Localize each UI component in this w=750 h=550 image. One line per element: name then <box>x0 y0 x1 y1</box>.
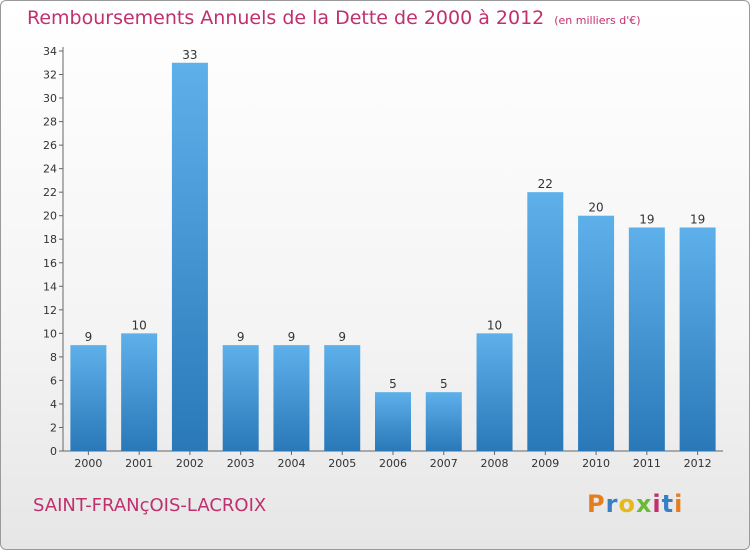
data-label: 5 <box>389 377 397 391</box>
data-label: 22 <box>538 177 553 191</box>
bar <box>273 345 310 451</box>
x-tick-label: 2008 <box>481 457 509 470</box>
y-tick-label: 18 <box>43 233 57 246</box>
data-label: 19 <box>639 212 654 226</box>
bar <box>679 227 716 451</box>
bar <box>527 192 564 452</box>
data-label: 9 <box>85 330 93 344</box>
y-tick-label: 24 <box>43 163 57 176</box>
y-tick-label: 12 <box>43 304 57 317</box>
data-label: 9 <box>237 330 245 344</box>
y-tick-label: 10 <box>43 327 57 340</box>
bar <box>171 62 208 451</box>
x-tick-label: 2001 <box>125 457 153 470</box>
y-tick-label: 0 <box>50 445 57 458</box>
x-tick-label: 2009 <box>531 457 559 470</box>
bar <box>476 333 513 451</box>
x-tick-label: 2004 <box>277 457 305 470</box>
chart-title-text: Remboursements Annuels de la Dette de 20… <box>27 7 545 29</box>
data-label: 9 <box>338 330 346 344</box>
x-tick-label: 2011 <box>633 457 661 470</box>
data-label: 10 <box>487 318 502 332</box>
x-tick-label: 2012 <box>684 457 712 470</box>
data-label: 19 <box>690 212 705 226</box>
y-tick-label: 32 <box>43 69 57 82</box>
x-tick-label: 2005 <box>328 457 356 470</box>
y-tick-label: 16 <box>43 257 57 270</box>
x-tick-label: 2003 <box>227 457 255 470</box>
data-label: 9 <box>288 330 296 344</box>
bar <box>121 333 158 451</box>
x-tick-label: 2010 <box>582 457 610 470</box>
x-tick-label: 2000 <box>74 457 102 470</box>
y-tick-label: 2 <box>50 421 57 434</box>
x-tick-label: 2006 <box>379 457 407 470</box>
y-tick-label: 22 <box>43 186 57 199</box>
bar <box>425 392 462 451</box>
data-label: 33 <box>182 48 197 62</box>
y-tick-label: 4 <box>50 398 57 411</box>
y-tick-label: 14 <box>43 280 57 293</box>
proxiti-logo: Proxiti <box>587 490 684 518</box>
y-tick-label: 28 <box>43 116 57 129</box>
y-tick-label: 26 <box>43 139 57 152</box>
commune-name: SAINT-FRANçOIS-LACROIX <box>33 495 267 516</box>
x-tick-label: 2007 <box>430 457 458 470</box>
bar <box>375 392 411 451</box>
y-tick-label: 6 <box>50 374 57 387</box>
x-tick-label: 2002 <box>176 457 204 470</box>
y-tick-label: 8 <box>50 351 57 364</box>
data-label: 5 <box>440 377 448 391</box>
y-tick-label: 30 <box>43 92 57 105</box>
bar <box>578 215 615 451</box>
bar <box>70 345 107 451</box>
chart-title: Remboursements Annuels de la Dette de 20… <box>27 7 641 29</box>
data-label: 20 <box>588 201 603 215</box>
bar <box>222 345 259 451</box>
data-label: 10 <box>132 318 147 332</box>
chart-unit: (en milliers d'€) <box>554 14 641 27</box>
bar <box>628 227 665 451</box>
y-tick-label: 20 <box>43 210 57 223</box>
y-tick-label: 34 <box>43 45 57 58</box>
bar <box>324 345 361 451</box>
